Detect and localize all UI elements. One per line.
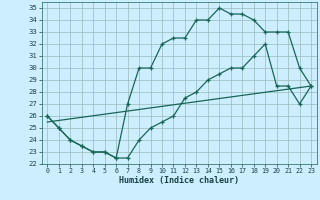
X-axis label: Humidex (Indice chaleur): Humidex (Indice chaleur) bbox=[119, 176, 239, 185]
